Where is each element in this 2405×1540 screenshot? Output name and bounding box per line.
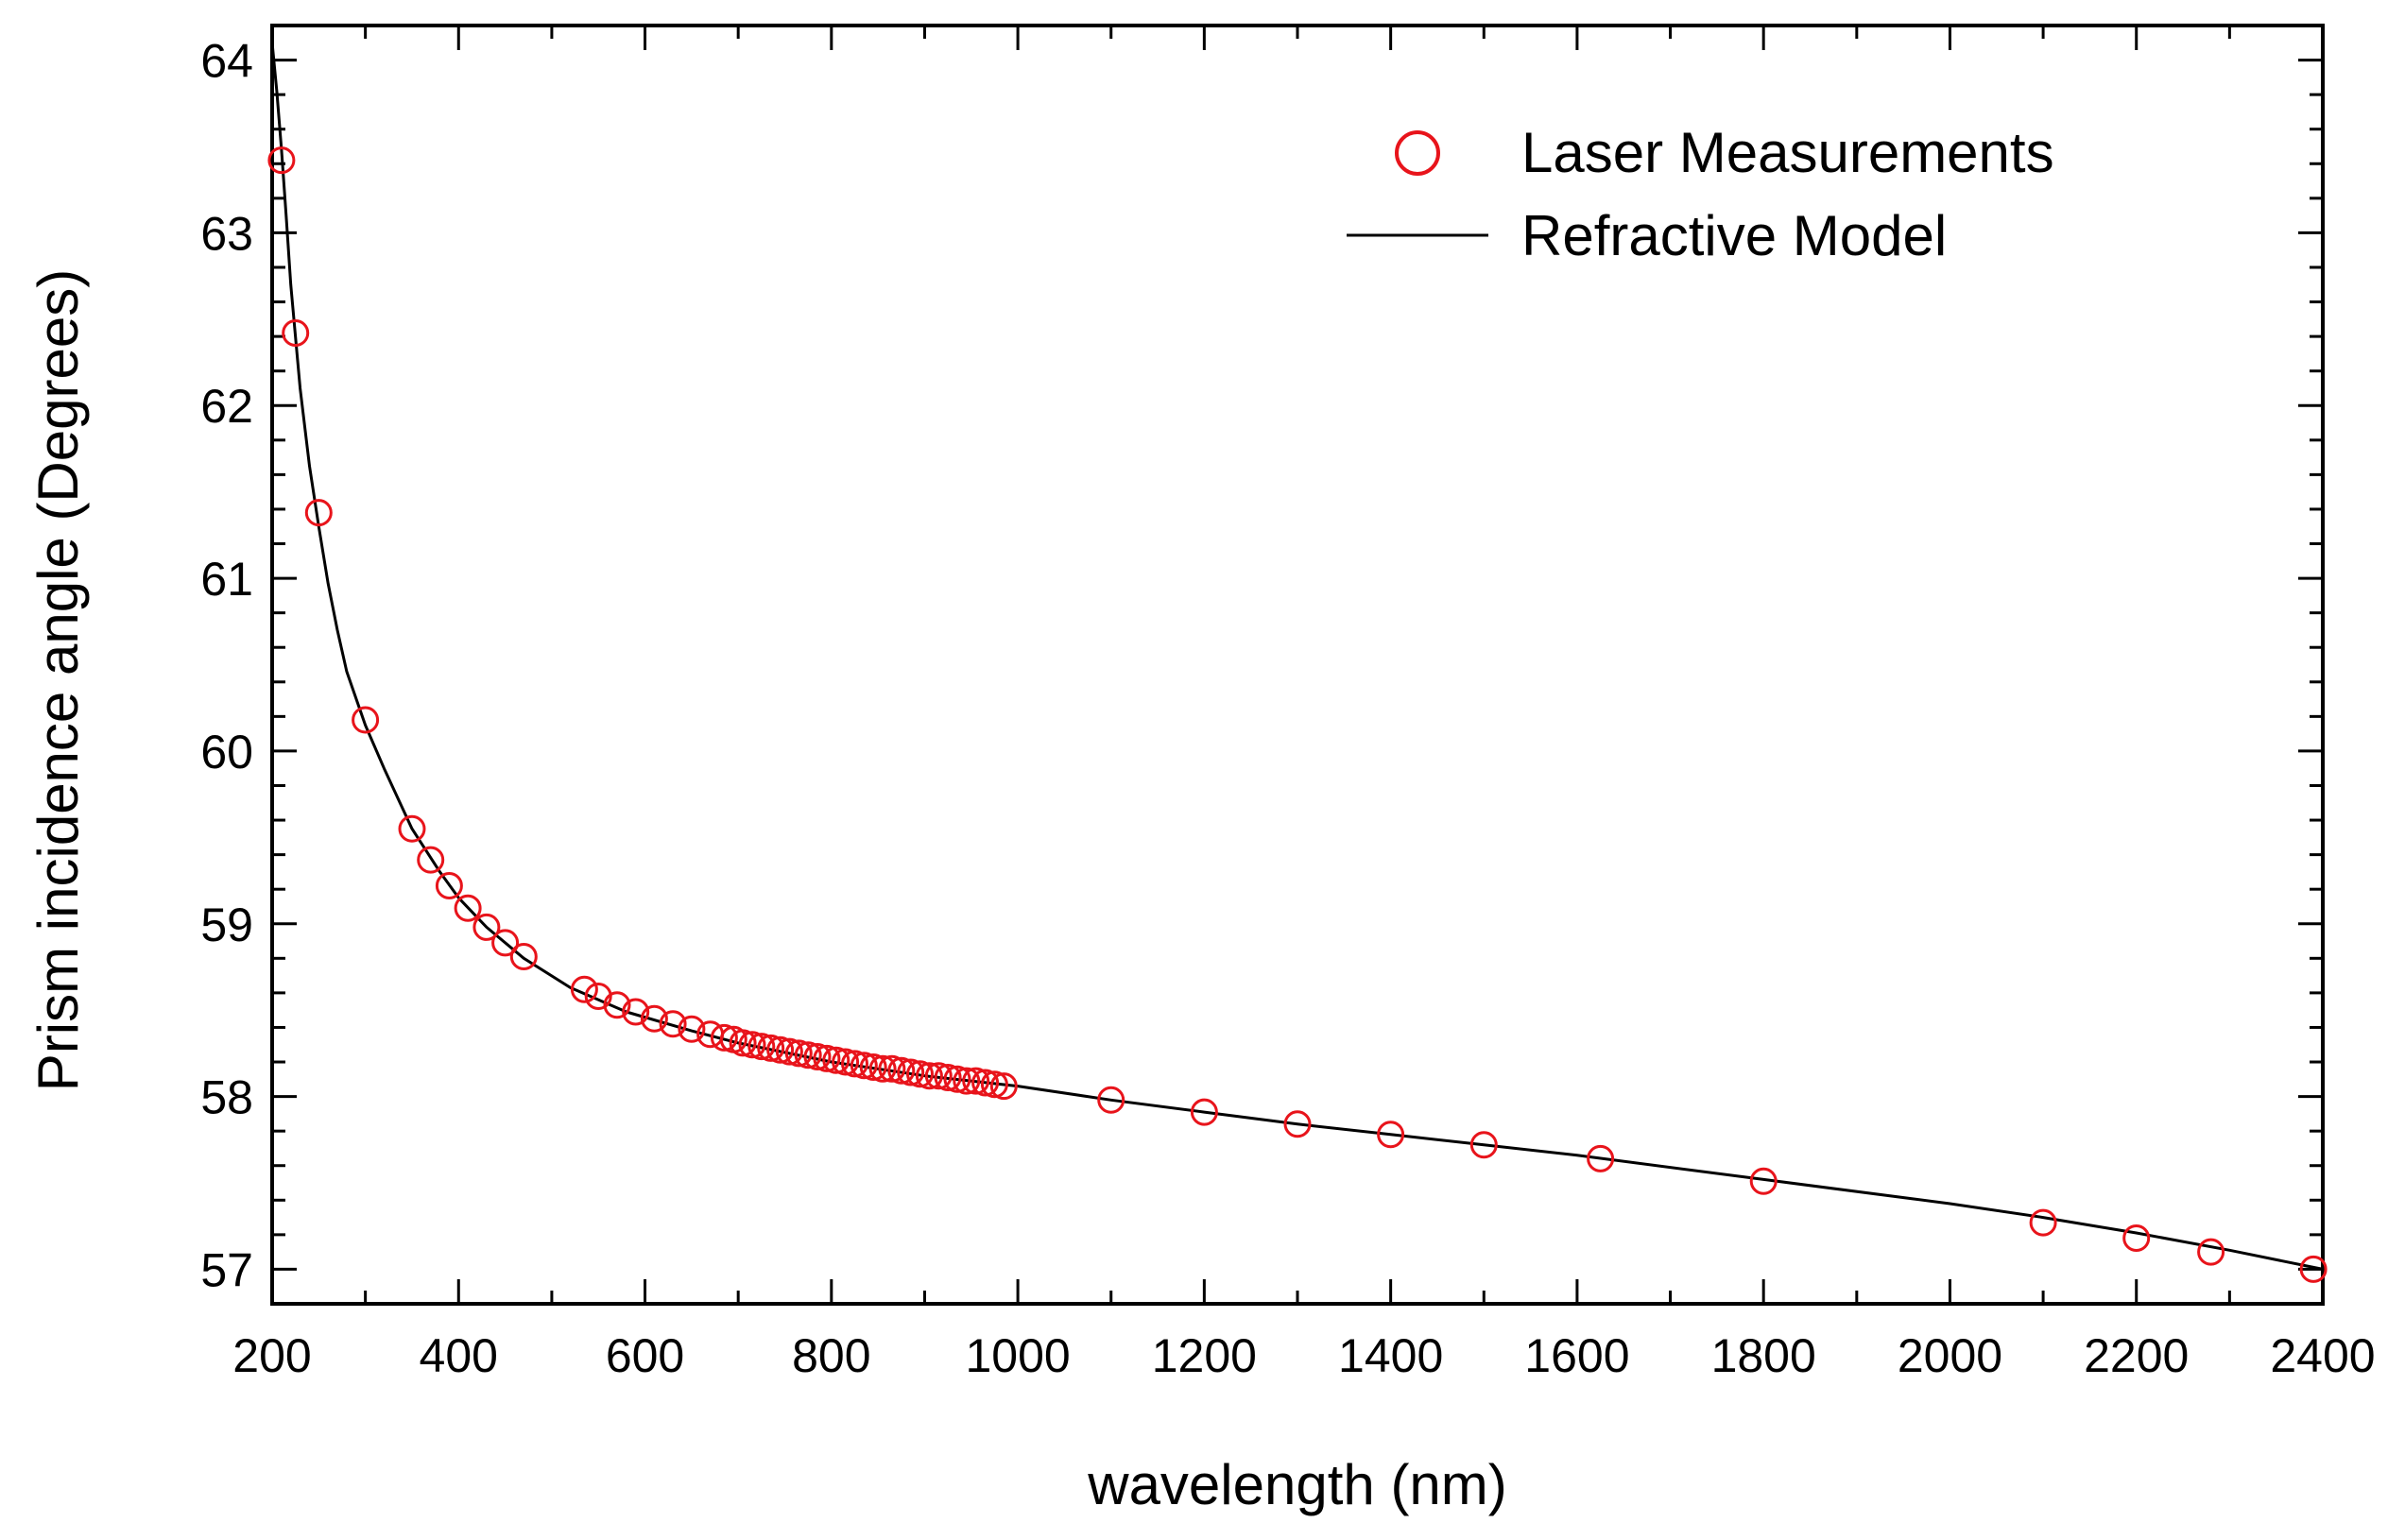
y-tick-label: 62 — [200, 380, 253, 433]
laser-measurement-point — [766, 1035, 795, 1064]
x-tick-label: 2400 — [2270, 1329, 2375, 1382]
laser-measurement-point — [934, 1064, 962, 1091]
laser-measurement-point — [1190, 1098, 1218, 1126]
x-tick-label: 800 — [792, 1329, 870, 1382]
x-tick-label: 1000 — [965, 1329, 1070, 1382]
legend-label-laser-measurements: Laser Measurements — [1521, 121, 2054, 184]
legend-label-refractive-model: Refractive Model — [1521, 204, 1947, 267]
y-tick-label: 58 — [200, 1071, 253, 1124]
laser-measurement-point — [757, 1034, 785, 1062]
laser-measurement-point — [710, 1023, 738, 1052]
laser-measurement-point — [832, 1048, 860, 1076]
x-tick-label: 1200 — [1152, 1329, 1257, 1382]
laser-measurement-point — [924, 1062, 953, 1090]
y-tick-label: 57 — [200, 1243, 253, 1296]
y-tick-label: 60 — [200, 726, 253, 779]
legend: Laser Measurements Refractive Model — [1347, 121, 2054, 267]
x-axis-tick-labels: 200 400 600 800 1000 1200 1400 1600 1800 2000 2200… — [232, 1329, 2375, 1382]
x-tick-label: 1800 — [1711, 1329, 1816, 1382]
laser-measurement-point — [435, 872, 463, 899]
laser-measurement-point — [2029, 1208, 2057, 1237]
y-tick-label: 61 — [200, 553, 253, 606]
x-axis-title: wavelength (nm) — [1087, 1453, 1507, 1516]
laser-measurement-point — [659, 1010, 687, 1038]
laser-measurement-point — [989, 1072, 1018, 1101]
laser-measurement-point — [454, 894, 482, 922]
laser-measurement-point — [491, 929, 520, 957]
laser-measurement-point — [878, 1054, 906, 1083]
laser-measurement-point — [822, 1046, 850, 1074]
laser-measurement-point — [622, 998, 650, 1026]
laser-measurement-point — [906, 1060, 934, 1088]
x-tick-label: 400 — [420, 1329, 498, 1382]
laser-measurement-point — [2299, 1255, 2328, 1283]
y-axis-tick-labels: 57 58 59 60 61 62 63 64 — [200, 35, 253, 1297]
x-tick-label: 2000 — [1898, 1329, 2002, 1382]
laser-measurement-point — [859, 1053, 887, 1081]
y-tick-label: 64 — [200, 35, 253, 88]
y-axis-ticks — [272, 59, 2323, 1271]
laser-measurement-point — [784, 1039, 813, 1068]
legend-marker-laser-measurements — [1395, 130, 1440, 176]
laser-measurement-point — [943, 1065, 971, 1093]
laser-measurement-point — [729, 1029, 757, 1057]
laser-measurements-series — [267, 146, 2328, 1283]
laser-measurement-point — [962, 1067, 990, 1095]
laser-measurement-point — [738, 1031, 766, 1059]
laser-measurement-point — [1097, 1086, 1125, 1114]
laser-measurement-point — [267, 146, 296, 175]
y-tick-label: 59 — [200, 898, 253, 951]
laser-measurement-point — [472, 913, 501, 941]
laser-measurement-point — [570, 975, 598, 1003]
laser-measurement-point — [282, 319, 310, 347]
laser-measurement-point — [775, 1037, 803, 1066]
laser-measurement-point — [868, 1054, 897, 1083]
laser-measurement-point — [841, 1050, 868, 1078]
x-tick-label: 600 — [606, 1329, 684, 1382]
laser-measurement-point — [352, 706, 380, 734]
laser-measurement-point — [1283, 1110, 1312, 1138]
laser-measurement-point — [813, 1044, 841, 1072]
x-tick-label: 1600 — [1524, 1329, 1629, 1382]
refractive-model-series — [270, 43, 2324, 1271]
laser-measurement-point — [794, 1041, 822, 1069]
laser-measurement-point — [1587, 1144, 1615, 1172]
laser-measurement-point — [1469, 1131, 1498, 1159]
laser-measurement-point — [1377, 1121, 1405, 1149]
laser-measurement-point — [803, 1043, 832, 1070]
x-tick-label: 200 — [232, 1329, 311, 1382]
laser-measurement-point — [417, 846, 445, 874]
laser-measurement-point — [398, 814, 426, 843]
x-tick-label: 1400 — [1338, 1329, 1443, 1382]
laser-measurement-point — [897, 1058, 925, 1087]
laser-measurement-point — [640, 1004, 668, 1033]
laser-measurement-point — [915, 1062, 943, 1090]
laser-measurement-point — [850, 1052, 878, 1080]
laser-measurement-point — [584, 983, 612, 1010]
y-tick-label: 63 — [200, 207, 253, 260]
laser-measurement-point — [1749, 1167, 1778, 1195]
laser-measurement-point — [2197, 1238, 2225, 1266]
laser-measurement-point — [980, 1070, 1008, 1099]
y-axis-title: Prism incidence angle (Degrees) — [26, 269, 90, 1091]
laser-measurement-point — [971, 1069, 1000, 1097]
laser-measurement-point — [953, 1067, 981, 1095]
laser-measurement-point — [304, 499, 333, 527]
laser-measurement-point — [887, 1056, 916, 1085]
laser-measurement-point — [2122, 1224, 2151, 1252]
laser-measurement-point — [678, 1015, 706, 1043]
refractive-model-line — [270, 43, 2324, 1271]
laser-measurement-point — [509, 943, 538, 970]
x-tick-label: 2200 — [2084, 1329, 2189, 1382]
x-axis-ticks — [270, 26, 2325, 1304]
laser-measurement-point — [747, 1033, 776, 1061]
laser-measurement-point — [603, 991, 631, 1019]
